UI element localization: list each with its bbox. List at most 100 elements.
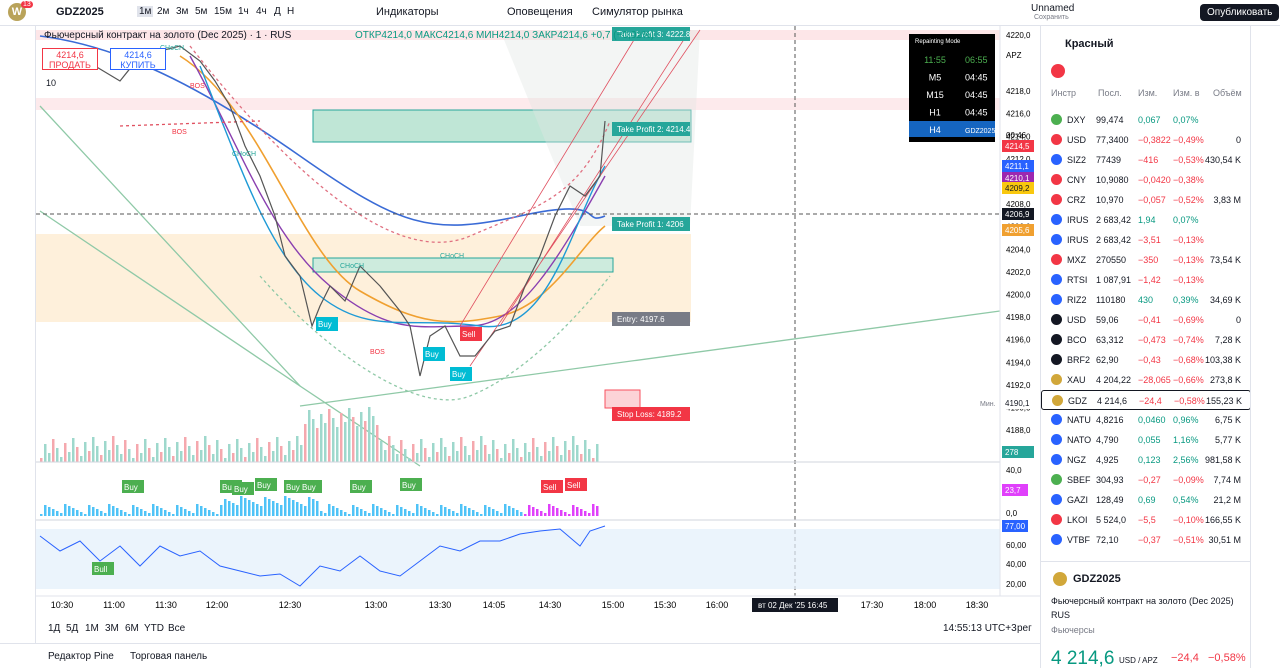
- indicators[interactable]: Индикаторы: [376, 6, 439, 18]
- time-tick-label: 15:00: [602, 600, 625, 610]
- time-tick-label: 18:30: [966, 600, 989, 610]
- osc-bar: [424, 508, 427, 516]
- buy-button[interactable]: 4214,6 КУПИТЬ: [110, 48, 166, 70]
- watchlist-row[interactable]: BRF2 62,90 −0,43 −0,68% 103,38 K: [1041, 350, 1251, 370]
- watchlist-row[interactable]: DXY 99,474 0,067 0,07%: [1041, 110, 1251, 130]
- range-button[interactable]: 1Д: [48, 623, 61, 634]
- watchlist-row[interactable]: BCO 63,312 −0,473 −0,74% 7,28 K: [1041, 330, 1251, 350]
- volume-bar: [128, 449, 131, 462]
- osc-bar: [384, 510, 387, 516]
- watchlist-row[interactable]: IRUS 2 683,42 1,94 0,07%: [1041, 210, 1251, 230]
- price-badge: [1002, 182, 1034, 194]
- volume-bar: [360, 412, 363, 462]
- timeframe[interactable]: 15м: [214, 6, 232, 17]
- watchlist-row[interactable]: SIZ2 77439 −416 −0,53% 430,54 K: [1041, 150, 1251, 170]
- timeframe[interactable]: 1ч: [238, 6, 249, 17]
- osc-bar: [412, 513, 415, 516]
- osc-signal-bg: [350, 480, 372, 493]
- volume-bar: [208, 445, 211, 462]
- osc-tick-label: 40,0: [1006, 466, 1022, 475]
- timeframe[interactable]: Д: [274, 6, 281, 17]
- osc-bar: [232, 503, 235, 516]
- volume-bar: [576, 445, 579, 462]
- watchlist-name[interactable]: Красный: [1065, 38, 1114, 50]
- simulator[interactable]: Симулятор рынка: [592, 6, 683, 18]
- change: −350: [1138, 255, 1159, 265]
- change: −0,43: [1138, 355, 1161, 365]
- osc-bar: [404, 509, 407, 516]
- watchlist-row[interactable]: XAU 4 204,22 −28,065 −0,66% 273,8 K: [1041, 370, 1251, 390]
- range-button[interactable]: 6М: [125, 623, 139, 634]
- volume: 6,75 K: [1214, 415, 1241, 425]
- watchlist-row[interactable]: USD 77,3400 −0,3822 −0,49% 0: [1041, 130, 1251, 150]
- watchlist-row[interactable]: NATU 4,8216 0,0460 0,96% 6,75 K: [1041, 410, 1251, 430]
- watchlist-row[interactable]: LKOI 5 524,0 −5,5 −0,10% 166,55 K: [1041, 510, 1251, 530]
- watchlist-row[interactable]: MXZ 270550 −350 −0,13% 73,54 K: [1041, 250, 1251, 270]
- level-label: Entry: 4197.6: [617, 315, 665, 324]
- change-pct: 0,96%: [1173, 415, 1199, 425]
- timeframe[interactable]: Н: [287, 6, 295, 17]
- volume-bar: [400, 440, 403, 462]
- osc-bar: [140, 509, 143, 516]
- timeframe[interactable]: 1м: [137, 6, 154, 17]
- osc-bar: [120, 510, 123, 516]
- watchlist-row[interactable]: RTSI 1 087,91 −1,42 −0,13%: [1041, 270, 1251, 290]
- watchlist-row[interactable]: CNY 10,9080 −0,0420 −0,38%: [1041, 170, 1251, 190]
- layout-name[interactable]: Unnamed: [1031, 3, 1075, 14]
- volume-bar: [392, 445, 395, 462]
- range-button[interactable]: 5Д: [66, 623, 79, 634]
- flag-icon: [1051, 334, 1062, 345]
- osc-bar: [200, 506, 203, 516]
- time-tick-label: 12:30: [279, 600, 302, 610]
- bottom-tab[interactable]: Торговая панель: [130, 651, 208, 662]
- symbol: DXY: [1067, 115, 1086, 125]
- timeframe[interactable]: 3м: [176, 6, 189, 17]
- watchlist-row[interactable]: USD 59,06 −0,41 −0,69% 0: [1041, 310, 1251, 330]
- watchlist-row[interactable]: IRUS 2 683,42 −3,51 −0,13%: [1041, 230, 1251, 250]
- watchlist-row[interactable]: CRZ 10,970 −0,057 −0,52% 3,83 M: [1041, 190, 1251, 210]
- osc-bar: [252, 502, 255, 516]
- osc-bar: [540, 511, 543, 516]
- volume-bar: [204, 436, 207, 462]
- symbol[interactable]: GDZ2025: [56, 6, 104, 18]
- volume-bar: [200, 450, 203, 462]
- timeframe[interactable]: 4ч: [256, 6, 267, 17]
- volume: 34,69 K: [1209, 295, 1241, 305]
- volume-bar: [372, 416, 375, 462]
- alerts[interactable]: Оповещения: [507, 6, 573, 18]
- range-button[interactable]: 3М: [105, 623, 119, 634]
- volume-bar: [40, 458, 43, 462]
- timer-cell: H4: [929, 125, 941, 135]
- range-button[interactable]: YTD: [144, 623, 164, 634]
- watchlist-row[interactable]: SBEF 304,93 −0,27 −0,09% 7,74 M: [1041, 470, 1251, 490]
- session[interactable]: рег: [1017, 623, 1032, 634]
- timeframe[interactable]: 2м: [157, 6, 170, 17]
- publish-button[interactable]: Опубликовать: [1200, 4, 1280, 21]
- volume: 103,38 K: [1204, 355, 1241, 365]
- watchlist-row[interactable]: GAZI 128,49 0,69 0,54% 21,2 M: [1041, 490, 1251, 510]
- volume-bar: [172, 456, 175, 462]
- osc-bar: [508, 506, 511, 516]
- osc-signal-bg: [541, 480, 563, 493]
- time-tick-label: 13:00: [365, 600, 388, 610]
- volume-bar: [468, 455, 471, 462]
- range-button[interactable]: Все: [168, 623, 186, 634]
- watchlist-row[interactable]: GDZ 4 214,6 −24,4 −0,58% 155,23 K: [1041, 390, 1251, 410]
- range-button[interactable]: 1М: [85, 623, 99, 634]
- avatar[interactable]: W: [8, 3, 26, 21]
- watchlist-row[interactable]: NATO 4,790 0,055 1,16% 5,77 K: [1041, 430, 1251, 450]
- watchlist-row[interactable]: RIZ2 110180 430 0,39% 34,69 K: [1041, 290, 1251, 310]
- symbol: XAU: [1067, 375, 1086, 385]
- timeframe[interactable]: 5м: [195, 6, 208, 17]
- sell-button[interactable]: 4214,6 ПРОДАТЬ: [42, 48, 98, 70]
- change-pct: −0,38%: [1173, 175, 1204, 185]
- osc-bar: [504, 504, 507, 516]
- watchlist-row[interactable]: NGZ 4,925 0,123 2,56% 981,58 K: [1041, 450, 1251, 470]
- watchlist-row[interactable]: VTBF 72,10 −0,37 −0,51% 30,51 M: [1041, 530, 1251, 550]
- bottom-tab[interactable]: Редактор Pine: [48, 651, 114, 662]
- watchlist-header: Посл.: [1098, 88, 1122, 98]
- volume-bar: [136, 444, 139, 462]
- qty[interactable]: 10: [46, 78, 57, 88]
- osc-bar: [260, 506, 263, 516]
- change: 0,0460: [1138, 415, 1166, 425]
